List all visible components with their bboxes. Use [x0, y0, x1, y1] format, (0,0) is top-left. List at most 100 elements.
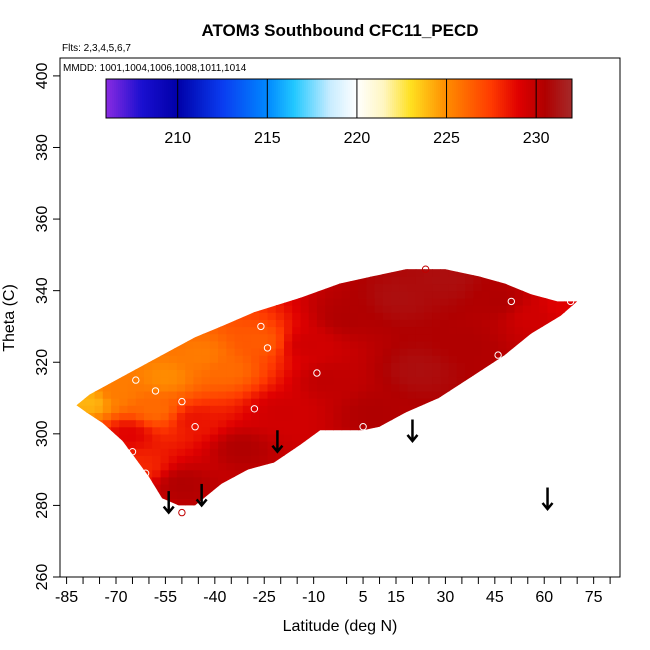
heatmap-cell [506, 491, 516, 499]
heatmap-cell [366, 405, 376, 413]
heatmap-cell [316, 469, 326, 478]
colorbar-swatch [544, 79, 547, 118]
colorbar-swatch [326, 79, 329, 118]
heatmap-cell [589, 513, 598, 521]
heatmap-cell [284, 483, 293, 492]
heatmap-cell [86, 462, 96, 471]
heatmap-cell [275, 305, 285, 313]
heatmap-cell [531, 369, 540, 378]
heatmap-cell [473, 455, 483, 464]
colorbar-swatch [210, 79, 213, 118]
heatmap-cell [251, 355, 260, 363]
heatmap-cell [424, 398, 433, 406]
heatmap-cell [539, 383, 549, 392]
heatmap-cell [432, 476, 441, 485]
heatmap-cell [481, 269, 491, 277]
heatmap-cell [358, 441, 367, 449]
heatmap-cell [176, 383, 186, 392]
heatmap-cell [242, 312, 252, 320]
heatmap-cell [218, 297, 227, 306]
heatmap-cell [440, 441, 450, 449]
heatmap-cell [539, 433, 549, 442]
heatmap-cell [506, 369, 516, 378]
heatmap-cell [176, 276, 186, 285]
heatmap-cell [522, 283, 532, 292]
heatmap-cell [300, 369, 310, 378]
heatmap-cell [589, 405, 598, 413]
heatmap-cell [358, 376, 367, 385]
heatmap-cell [407, 333, 417, 342]
heatmap-cell [391, 513, 400, 521]
heatmap-cell [473, 333, 483, 342]
heatmap-cell [292, 369, 301, 378]
heatmap-cell [522, 448, 532, 456]
heatmap-cell [185, 390, 194, 399]
heatmap-cell [366, 297, 376, 306]
heatmap-cell [308, 312, 318, 320]
heatmap-cell [259, 412, 269, 421]
heatmap-cell [242, 483, 252, 492]
colorbar-swatch [192, 79, 195, 118]
heatmap-cell [325, 269, 334, 277]
heatmap-cell [251, 312, 260, 320]
heatmap-cell [391, 283, 400, 292]
heatmap-cell [176, 398, 186, 406]
heatmap-cell [251, 462, 260, 471]
heatmap-cell [259, 513, 268, 521]
heatmap-cell [382, 483, 392, 492]
heatmap-cell [226, 362, 236, 370]
heatmap-cell [94, 269, 104, 277]
heatmap-cell [374, 498, 384, 506]
heatmap-cell [341, 269, 351, 270]
heatmap-cell [226, 398, 236, 406]
heatmap-cell [316, 390, 326, 399]
heatmap-cell [284, 369, 293, 378]
heatmap-cell [581, 334, 590, 342]
heatmap-cell [522, 369, 532, 378]
heatmap-cell [308, 476, 318, 485]
heatmap-cell [440, 498, 450, 506]
colorbar-swatch [394, 79, 397, 118]
heatmap-cell [555, 419, 565, 428]
heatmap-cell [407, 319, 417, 328]
heatmap-cell [432, 505, 441, 513]
heatmap-cell [342, 513, 351, 521]
heatmap-cell [489, 319, 499, 328]
heatmap-cell [465, 305, 474, 313]
heatmap-cell [481, 333, 491, 342]
heatmap-cell [308, 290, 318, 299]
heatmap-cell [358, 491, 367, 499]
heatmap-cell [522, 419, 532, 428]
heatmap-cell [506, 390, 516, 399]
heatmap-cell [498, 255, 507, 263]
heatmap-cell [193, 469, 203, 478]
heatmap-cell [358, 340, 367, 349]
heatmap-cell [325, 405, 334, 413]
heatmap-cell [251, 455, 260, 464]
heatmap-cell [456, 483, 466, 492]
heatmap-cell [358, 405, 367, 413]
heatmap-cell [465, 426, 474, 435]
colorbar-swatch [432, 79, 435, 118]
heatmap-cell [176, 283, 186, 292]
heatmap-cell [127, 412, 137, 421]
heatmap-cell [300, 455, 310, 464]
heatmap-cell [267, 383, 277, 392]
heatmap-cell [581, 420, 590, 428]
heatmap-cell [152, 426, 161, 435]
heatmap-cell [267, 441, 277, 449]
heatmap-cell [144, 398, 153, 406]
colorbar-swatch [426, 79, 429, 118]
heatmap-cell [86, 340, 96, 349]
colorbar-swatch [262, 79, 265, 118]
heatmap-cell [440, 483, 450, 492]
colorbar-swatch [224, 79, 227, 118]
heatmap-cell [555, 269, 565, 277]
heatmap-cell [70, 255, 79, 263]
heatmap-cell [275, 405, 285, 413]
heatmap-cell [333, 283, 343, 292]
heatmap-cell [522, 483, 532, 492]
heatmap-cell [341, 376, 351, 385]
heatmap-cell [572, 255, 581, 263]
heatmap-cell [152, 326, 161, 335]
